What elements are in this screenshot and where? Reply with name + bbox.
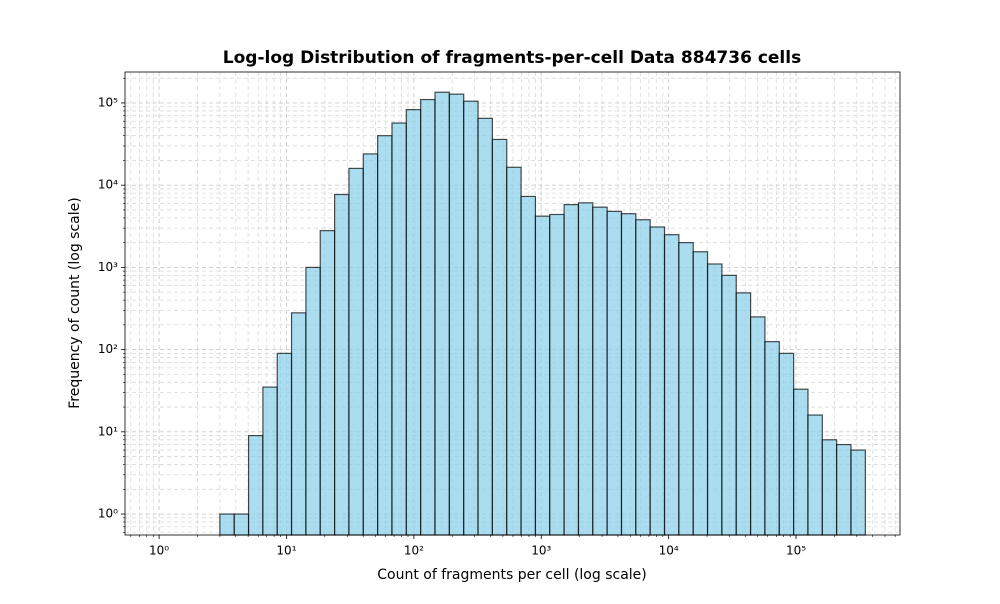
y-axis-label: Frequency of count (log scale) [67,197,83,408]
bar [276,352,293,536]
bar [434,91,450,536]
y-tick-label: 10⁵ [98,95,118,109]
bar [606,210,623,536]
x-tick-label: 10⁵ [786,544,806,558]
x-tick-label: 10⁴ [659,544,679,558]
bar [649,226,666,536]
bar [377,135,393,536]
bar [620,213,637,536]
bar [850,449,866,536]
y-tick-label: 10² [98,342,118,356]
bar [506,166,522,536]
x-axis-label: Count of fragments per cell (log scale) [377,567,647,583]
bar [305,266,321,536]
chart-title: Log-log Distribution of fragments-per-ce… [223,48,801,68]
bar [247,434,264,536]
y-tick-label: 10⁴ [98,178,118,192]
bar [420,98,436,536]
y-tick-label: 10⁰ [98,507,118,521]
bar [491,138,508,536]
x-tick-label: 10² [404,544,424,558]
bars [219,91,866,536]
y-tick-label: 10¹ [98,424,118,438]
bar [405,109,422,536]
bar [262,386,278,536]
bar [549,213,565,536]
y-tick-label: 10³ [98,260,118,274]
bar [692,251,709,536]
bar [463,100,479,536]
x-tick-label: 10³ [531,544,551,558]
plot-frame [124,71,901,536]
bar [764,341,780,536]
bar [348,167,364,536]
bar [678,242,694,536]
bar [362,153,379,536]
bar [334,193,350,536]
bar [793,388,809,536]
bar [391,122,407,536]
bar [448,93,465,536]
bar [735,292,752,536]
bar [477,117,493,536]
bar [290,312,307,536]
bar [233,513,250,536]
bar [663,234,680,536]
bar [721,274,737,536]
x-tick-label: 10⁰ [149,544,169,558]
bar [219,513,235,536]
bar [319,230,336,536]
bar [592,206,608,536]
bar [836,443,852,536]
bar [534,215,551,536]
bar [635,219,651,536]
bar [821,439,838,536]
bar [749,316,766,536]
axes: 10⁰ 10¹ 10² 10³ 10⁴ 10⁵ 10⁰ 10¹ 10² 10³ 10⁴ 10⁵ [98,71,901,558]
bar [778,352,795,536]
x-tick-label: 10¹ [276,544,296,558]
bar [807,414,823,536]
bar [563,204,580,536]
bar [520,195,537,536]
bar [706,263,723,536]
bar [577,202,594,536]
